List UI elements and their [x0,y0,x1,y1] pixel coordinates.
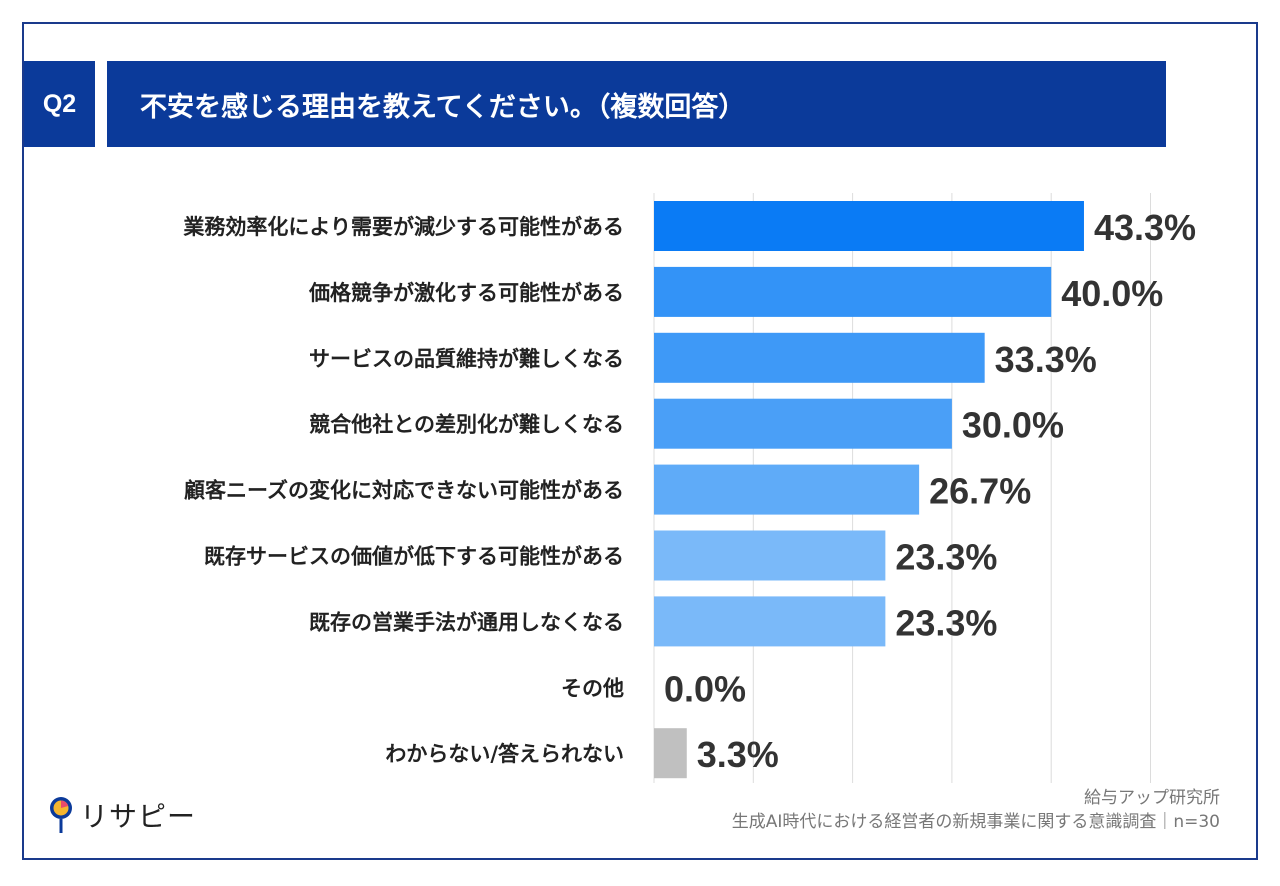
category-label: 価格競争が激化する可能性がある [308,281,624,305]
question-title-bar: 不安を感じる理由を教えてください。（複数回答） [107,61,1166,147]
bar [654,596,886,647]
bar [654,332,985,383]
bar [654,530,886,581]
bar [654,464,920,515]
value-label: 30.0% [962,405,1064,446]
value-label: 33.3% [995,339,1097,380]
bar [654,398,952,449]
value-label: 0.0% [664,668,746,709]
card-frame [22,22,1258,860]
question-badge: Q2 [24,61,95,147]
category-label: その他 [561,676,624,700]
source-note: 給与アップ研究所 生成AI時代における経営者の新規事業に関する意識調査｜n=30 [732,786,1220,834]
category-labels: 業務効率化により需要が減少する可能性がある価格競争が激化する可能性があるサービス… [183,215,624,766]
value-label: 26.7% [929,471,1031,512]
category-label: 既存サービスの価値が低下する可能性がある [204,545,624,569]
question-title: 不安を感じる理由を教えてください。（複数回答） [140,91,746,123]
bar [654,266,1052,317]
bar [654,201,1084,251]
source-organization: 給与アップ研究所 [1084,788,1220,808]
value-label: 3.3% [697,734,779,775]
source-survey: 生成AI時代における経営者の新規事業に関する意識調査｜n=30 [731,812,1220,832]
value-label: 40.0% [1061,273,1163,314]
category-label: 業務効率化により需要が減少する可能性がある [183,215,624,239]
category-label: サービスの品質維持が難しくなる [309,347,624,371]
value-labels: 43.3% 40.0% 33.3% 30.0% 26.7% 23.3% 23.3% 0.0% 3… [664,207,1196,775]
brand-logo: リサピー [48,795,196,835]
category-label: 既存の営業手法が通用しなくなる [309,610,624,634]
value-label: 23.3% [895,537,997,578]
value-label: 43.3% [1094,207,1196,248]
value-label: 23.3% [895,602,997,643]
category-label: わからない/答えられない [385,742,624,766]
bars [654,201,1084,779]
category-label: 顧客ニーズの変化に対応できない可能性がある [184,479,624,503]
bar [654,728,687,779]
logo-text: リサピー [80,800,197,833]
pin-icon [50,797,72,833]
category-label: 競合他社との差別化が難しくなる [309,413,624,437]
